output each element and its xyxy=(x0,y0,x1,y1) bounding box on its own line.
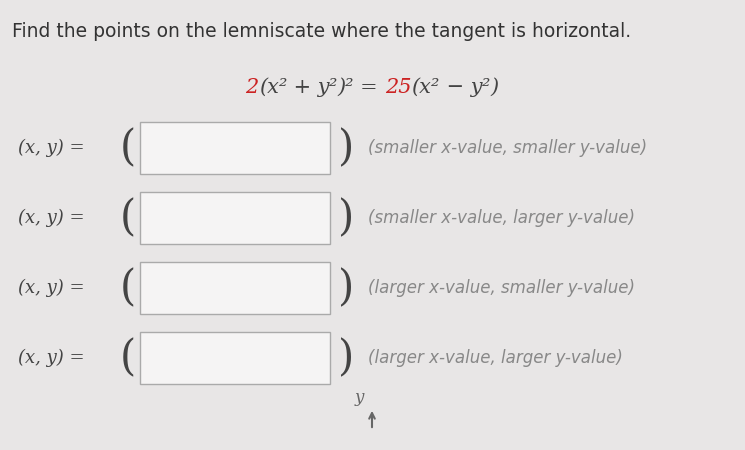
Text: ): ) xyxy=(338,197,355,239)
Text: (smaller x-value, larger y-value): (smaller x-value, larger y-value) xyxy=(368,209,635,227)
Text: )² =: )² = xyxy=(337,78,385,97)
Text: (x, y) =: (x, y) = xyxy=(18,349,85,367)
Text: (: ( xyxy=(120,127,136,169)
Text: Find the points on the lemniscate where the tangent is horizontal.: Find the points on the lemniscate where … xyxy=(12,22,631,41)
Text: (x, y) =: (x, y) = xyxy=(18,209,85,227)
Text: ): ) xyxy=(338,127,355,169)
FancyBboxPatch shape xyxy=(140,122,330,174)
Text: y: y xyxy=(355,389,364,406)
Text: ): ) xyxy=(338,337,355,379)
Text: (smaller x-value, smaller y-value): (smaller x-value, smaller y-value) xyxy=(368,139,647,157)
Text: ²: ² xyxy=(431,78,440,97)
Text: (x: (x xyxy=(411,78,431,97)
Text: (larger x-value, smaller y-value): (larger x-value, smaller y-value) xyxy=(368,279,635,297)
FancyBboxPatch shape xyxy=(140,332,330,384)
FancyBboxPatch shape xyxy=(140,262,330,314)
FancyBboxPatch shape xyxy=(140,192,330,244)
Text: (x, y) =: (x, y) = xyxy=(18,279,85,297)
Text: ): ) xyxy=(490,78,498,97)
Text: + y: + y xyxy=(287,78,329,97)
Text: (: ( xyxy=(120,267,136,309)
Text: (x, y) =: (x, y) = xyxy=(18,139,85,157)
Text: 2: 2 xyxy=(245,78,259,97)
Text: (x: (x xyxy=(259,78,279,97)
Text: (: ( xyxy=(120,337,136,379)
Text: (: ( xyxy=(120,197,136,239)
Text: ): ) xyxy=(338,267,355,309)
Text: − y: − y xyxy=(440,78,482,97)
Text: ²: ² xyxy=(279,78,287,97)
Text: ²: ² xyxy=(329,78,337,97)
Text: (larger x-value, larger y-value): (larger x-value, larger y-value) xyxy=(368,349,623,367)
Text: ²: ² xyxy=(482,78,490,97)
Text: 25: 25 xyxy=(385,78,411,97)
